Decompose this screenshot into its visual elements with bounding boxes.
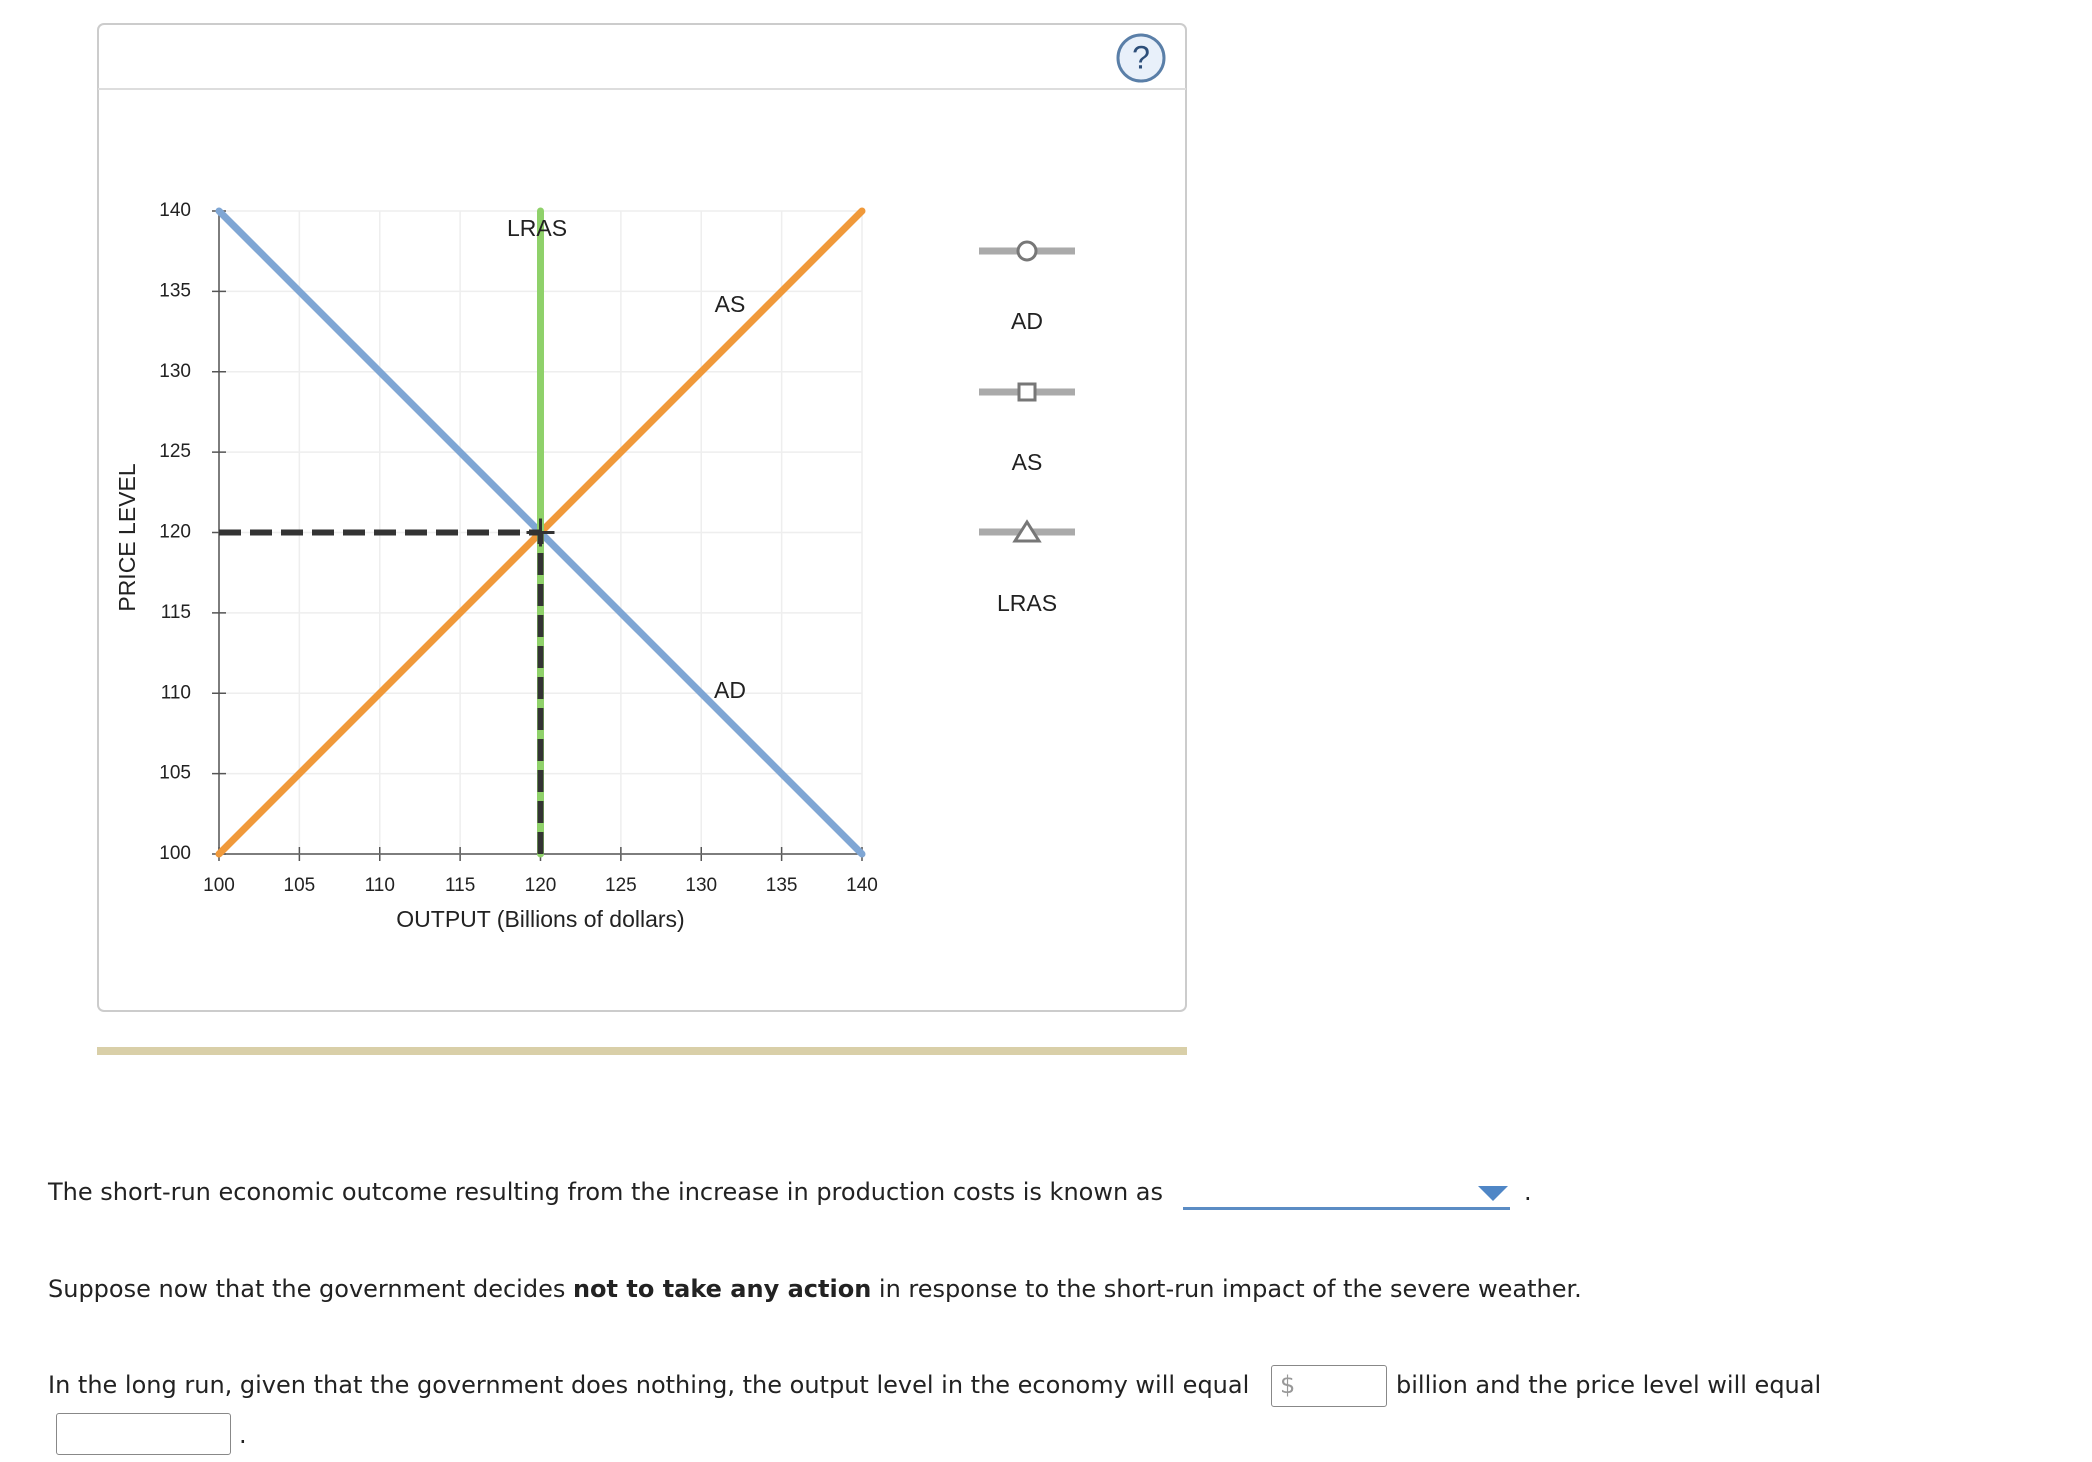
tool-square[interactable] (1017, 382, 1037, 402)
dropdown-arrow[interactable] (1478, 1186, 1508, 1202)
emphasis: not to take any action (572, 1275, 872, 1303)
y-tick-label: 125 (159, 441, 191, 462)
y-axis-title: PRICE LEVEL (114, 463, 140, 611)
text: Suppose now that the government decides (48, 1275, 573, 1303)
y-tick-label: 120 (159, 522, 191, 543)
x-tick-label: 105 (284, 875, 316, 896)
help-icon[interactable]: ? (1132, 39, 1150, 75)
y-tick-label: 110 (161, 682, 191, 703)
period: . (239, 1421, 247, 1449)
tool-circle[interactable] (1016, 240, 1038, 262)
equilibrium-marker (526, 518, 555, 547)
tool-label[interactable]: AD (1011, 308, 1043, 334)
graph-panel: ? AD AS LRAS 100 105 110 115 120 125 130 135 140… (97, 23, 1187, 1055)
curve-label: AD (714, 677, 746, 703)
dropdown[interactable] (1183, 1180, 1510, 1210)
tool-lras[interactable]: LRAS (979, 519, 1075, 616)
period: . (1524, 1178, 1532, 1206)
help-circle[interactable] (1116, 33, 1166, 83)
x-tick-label: 125 (605, 875, 637, 896)
x-tick-label: 100 (203, 875, 235, 896)
question-1: The short-run economic outcome resulting… (48, 1178, 1164, 1206)
x-tick-label: 110 (365, 875, 395, 896)
panel-border (97, 23, 1187, 1012)
y-tick-label: 100 (159, 843, 191, 864)
y-tick-label: 130 (159, 361, 191, 382)
divider (97, 1047, 1187, 1055)
x-tick-label: 140 (846, 875, 878, 896)
y-tick-label: 135 (159, 280, 191, 301)
question-2: Suppose now that the government decides … (48, 1274, 1582, 1304)
tool-triangle[interactable] (1012, 519, 1042, 543)
curve-label: AS (715, 291, 746, 317)
price-input[interactable] (56, 1413, 231, 1455)
question-3: In the long run, given that the governme… (48, 1371, 1250, 1399)
output-input[interactable]: $ (1271, 1365, 1387, 1407)
y-tick-label: 140 (159, 200, 191, 221)
x-axis-title: OUTPUT (Billions of dollars) (396, 906, 684, 932)
y-tick-label: 115 (161, 602, 191, 623)
help-button[interactable]: ? (1116, 33, 1166, 83)
tool-label[interactable]: AS (1012, 449, 1043, 475)
x-tick-label: 135 (766, 875, 798, 896)
x-tick-label: 130 (685, 875, 717, 896)
y-tick-label: 105 (159, 763, 191, 784)
tool-as[interactable]: AS (979, 382, 1075, 475)
curve-label: LRAS (507, 215, 567, 241)
x-tick-label: 115 (445, 875, 475, 896)
currency-prefix: $ (1280, 1371, 1296, 1399)
x-tick-label: 120 (525, 875, 557, 896)
tool-label[interactable]: LRAS (997, 590, 1057, 616)
tool-ad[interactable]: AD (979, 240, 1075, 334)
text: in response to the short-run impact of t… (871, 1275, 1582, 1303)
question-3-cont: billion and the price level will equal (1396, 1371, 1822, 1399)
